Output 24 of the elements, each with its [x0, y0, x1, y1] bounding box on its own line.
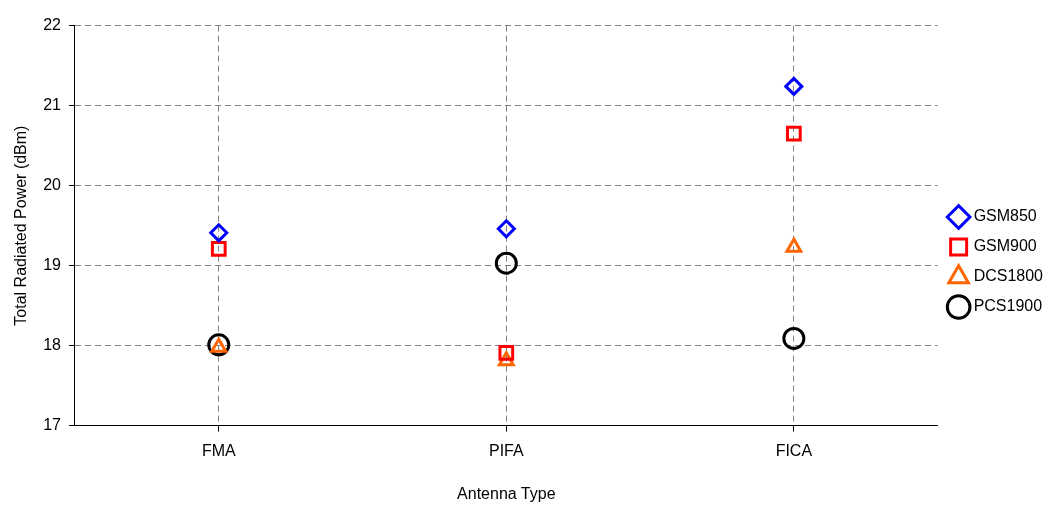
y-tick-label: 17	[43, 416, 62, 434]
x-tick-label: FICA	[775, 441, 813, 459]
point	[782, 326, 806, 350]
y-tick-label: 21	[43, 96, 62, 114]
y-axis-title: Total Radiated Power (dBm)	[12, 125, 30, 326]
point	[784, 76, 804, 96]
point	[494, 251, 518, 275]
legend-label: PCS1900	[973, 297, 1043, 315]
x-axis-title: Antenna Type	[457, 484, 556, 502]
legend-label: GSM850	[973, 207, 1037, 225]
y-tick-label: 22	[43, 16, 62, 34]
y-tick-label: 20	[43, 176, 62, 194]
point	[498, 344, 515, 361]
point	[496, 219, 516, 239]
y-tick-label: 18	[43, 336, 62, 354]
y-tick-label: 19	[43, 256, 62, 274]
point	[210, 240, 227, 257]
point	[785, 237, 803, 253]
legend-label: GSM900	[973, 237, 1037, 255]
legend-label: DCS1800	[973, 267, 1044, 285]
point	[785, 125, 802, 142]
x-tick-label: PIFA	[488, 441, 524, 459]
point	[209, 223, 229, 243]
x-tick-label: FMA	[201, 441, 236, 459]
